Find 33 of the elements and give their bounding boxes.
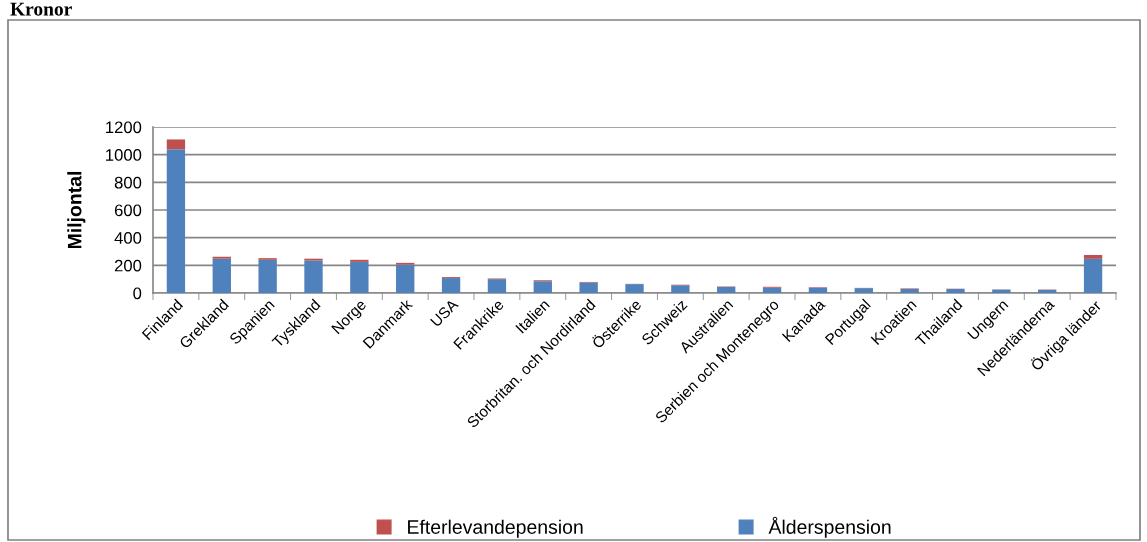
y-tick-label: 800	[114, 176, 142, 189]
legend-label: Ålderspension	[768, 516, 891, 538]
bar	[350, 259, 369, 262]
bar	[762, 287, 782, 293]
y-tick-label: 200	[114, 259, 142, 272]
bar	[625, 284, 644, 293]
bar	[1083, 254, 1103, 259]
bar	[854, 288, 873, 293]
bar	[579, 282, 598, 293]
bar	[350, 261, 369, 293]
y-tick-label: 1200	[106, 121, 142, 134]
bar	[946, 288, 965, 293]
y-tick-label: 1000	[106, 149, 142, 161]
bar	[258, 259, 277, 293]
y-tick-label: 0	[133, 287, 142, 300]
bar	[166, 139, 186, 150]
y-tick-label: 400	[114, 232, 142, 244]
y-axis-title: Miljontal	[67, 171, 86, 249]
bar	[533, 281, 552, 293]
bar	[441, 278, 461, 293]
bar	[717, 286, 736, 293]
bar	[808, 287, 828, 293]
bar	[1083, 258, 1103, 293]
bar	[396, 264, 415, 293]
chart-title: Kronor	[10, 2, 72, 16]
legend-label: Efterlevandepension	[408, 519, 583, 538]
y-tick-label: 600	[114, 204, 142, 217]
bar	[212, 258, 231, 293]
bar	[304, 260, 323, 293]
bar	[671, 285, 690, 293]
bar	[166, 149, 186, 293]
bar	[487, 279, 507, 293]
bar	[900, 288, 919, 293]
